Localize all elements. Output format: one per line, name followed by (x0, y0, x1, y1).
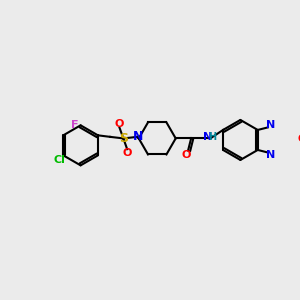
Text: S: S (119, 132, 128, 145)
Text: F: F (71, 119, 79, 130)
Text: N: N (133, 130, 143, 142)
Text: O: O (298, 134, 300, 144)
Text: N: N (266, 119, 275, 130)
Text: N: N (266, 150, 275, 160)
Text: H: H (208, 132, 217, 142)
Text: O: O (122, 148, 132, 158)
Text: O: O (115, 119, 124, 129)
Text: O: O (181, 150, 190, 160)
Text: N: N (203, 132, 213, 142)
Text: Cl: Cl (53, 155, 65, 165)
